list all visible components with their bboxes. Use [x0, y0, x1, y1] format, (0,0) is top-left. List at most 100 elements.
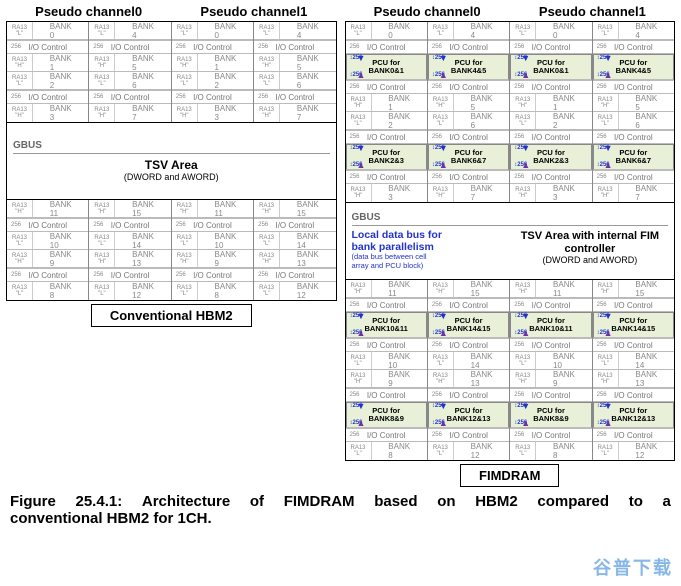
figure-caption: Figure25.4.1:ArchitectureofFIMDRAMbasedo…: [0, 487, 681, 529]
bank-row: RA13"H"BANK13: [593, 370, 674, 388]
io-control: 256I/O Control: [89, 268, 170, 282]
bank-row: RA13"L"BANK6: [428, 112, 509, 130]
caption-word: HBM2: [475, 493, 518, 510]
gbus-label: GBUS: [13, 140, 330, 154]
io-control: 256I/O Control: [593, 428, 674, 442]
row-address-label: RA13"H": [7, 54, 33, 71]
left-bot-half: RA13"H"BANK11256I/O ControlRA13"L"BANK10…: [7, 200, 336, 300]
bank-cell: BANK8: [33, 282, 88, 300]
bank-row: RA13"L"BANK6: [254, 72, 335, 90]
bank-cell: BANK7: [115, 104, 170, 122]
bank-row: RA13"H"BANK1: [172, 54, 253, 72]
label-left: Conventional HBM2: [91, 304, 252, 327]
bank-cell: BANK5: [454, 94, 509, 111]
bank-row: RA13"L"BANK8: [510, 442, 591, 460]
bank-cell: BANK4: [115, 22, 170, 39]
io-control: 256I/O Control: [510, 130, 591, 144]
pcu-block: ↕256▼PCU forBANK10&11↕256▲: [346, 312, 427, 338]
row-address-label: RA13"H": [428, 370, 454, 387]
row-address-label: RA13"H": [593, 94, 619, 111]
caption-word: 25.4.1:: [76, 493, 123, 510]
io-control: 256I/O Control: [593, 388, 674, 402]
io-control: 256I/O Control: [346, 338, 427, 352]
io-control: 256I/O Control: [593, 338, 674, 352]
io-control: 256I/O Control: [510, 428, 591, 442]
left-tsv: GBUS TSV Area (DWORD and AWORD): [7, 122, 336, 200]
bank-row: RA13"H"BANK1: [346, 94, 427, 112]
bank-row: RA13"H"BANK1: [7, 54, 88, 72]
io-control: 256I/O Control: [510, 170, 591, 184]
row-address-label: RA13"L": [510, 112, 536, 129]
right-side: Pseudo channel0 Pseudo channel1 RA13"L"B…: [345, 4, 676, 487]
tsv-sub: (DWORD and AWORD): [13, 172, 330, 182]
bank-cell: BANK11: [198, 200, 253, 217]
bank-cell: BANK7: [454, 184, 509, 202]
row-address-label: RA13"H": [254, 200, 280, 217]
bank-cell: BANK2: [372, 112, 427, 129]
bank-cell: BANK0: [372, 22, 427, 39]
bank-cell: BANK5: [619, 94, 674, 111]
bank-cell: BANK6: [619, 112, 674, 129]
bank-row: RA13"L"BANK14: [428, 352, 509, 370]
row-address-label: RA13"L": [254, 232, 280, 249]
bank-row: RA13"L"BANK14: [593, 352, 674, 370]
bank-cell: BANK15: [454, 280, 509, 297]
bank-cell: BANK1: [372, 94, 427, 111]
row-address-label: RA13"H": [428, 184, 454, 202]
bank-column: RA13"H"BANK15256I/O Control↕256▼PCU forB…: [593, 280, 674, 460]
bank-row: RA13"H"BANK9: [346, 370, 427, 388]
bank-row: RA13"L"BANK12: [89, 282, 170, 300]
bank-cell: BANK8: [372, 442, 427, 460]
bank-row: RA13"L"BANK10: [346, 352, 427, 370]
caption-word: compared: [537, 493, 609, 510]
io-control: 256I/O Control: [254, 218, 335, 232]
bank-cell: BANK10: [33, 232, 88, 249]
bank-cell: BANK2: [33, 72, 88, 89]
bank-cell: BANK4: [454, 22, 509, 39]
bank-row: RA13"H"BANK3: [510, 184, 591, 202]
bank-cell: BANK15: [280, 200, 335, 217]
io-control: 256I/O Control: [428, 130, 509, 144]
row-address-label: RA13"H": [346, 370, 372, 387]
bank-cell: BANK12: [115, 282, 170, 300]
bank-cell: BANK3: [536, 184, 591, 202]
left-box: RA13"L"BANK0256I/O ControlRA13"H"BANK1RA…: [6, 21, 337, 301]
bank-row: RA13"H"BANK7: [593, 184, 674, 202]
bank-cell: BANK4: [619, 22, 674, 39]
row-address-label: RA13"H": [510, 370, 536, 387]
row-address-label: RA13"L": [593, 22, 619, 39]
row-address-label: RA13"H": [510, 184, 536, 202]
caption-word: based: [374, 493, 417, 510]
pcu-block: ↕256▼PCU forBANK10&11↕256▲: [510, 312, 591, 338]
io-control: 256I/O Control: [593, 40, 674, 54]
bank-row: RA13"H"BANK9: [7, 250, 88, 268]
row-address-label: RA13"L": [346, 22, 372, 39]
row-address-label: RA13"H": [7, 200, 33, 217]
bank-row: RA13"L"BANK8: [346, 442, 427, 460]
bank-row: RA13"H"BANK11: [510, 280, 591, 298]
bank-row: RA13"L"BANK8: [172, 282, 253, 300]
bank-cell: BANK15: [115, 200, 170, 217]
bank-column: RA13"L"BANK4256I/O ControlRA13"H"BANK5RA…: [89, 22, 171, 122]
bank-cell: BANK0: [198, 22, 253, 39]
bank-cell: BANK6: [454, 112, 509, 129]
pcu-block: ↕256▼PCU forBANK12&13↕256▲: [428, 402, 509, 428]
caption-line2: conventional HBM2 for 1CH.: [10, 510, 671, 527]
bank-column: RA13"L"BANK4256I/O Control↕256▼PCU forBA…: [428, 22, 510, 202]
bank-cell: BANK9: [198, 250, 253, 267]
row-address-label: RA13"H": [510, 280, 536, 297]
io-control: 256I/O Control: [428, 80, 509, 94]
row-address-label: RA13"L": [7, 232, 33, 249]
bank-column: RA13"H"BANK11256I/O Control↕256▼PCU forB…: [346, 280, 428, 460]
watermark: 谷普下载: [593, 554, 673, 580]
bank-row: RA13"L"BANK0: [510, 22, 591, 40]
pcu-block: ↕256▼PCU forBANK12&13↕256▲: [593, 402, 674, 428]
bank-row: RA13"L"BANK12: [254, 282, 335, 300]
row-address-label: RA13"L": [89, 22, 115, 39]
io-control: 256I/O Control: [7, 90, 88, 104]
io-control: 256I/O Control: [593, 130, 674, 144]
local-bus-text: Local data bus for bank parallelism (dat…: [352, 230, 508, 270]
io-control: 256I/O Control: [7, 268, 88, 282]
bank-cell: BANK10: [372, 352, 427, 369]
row-address-label: RA13"L": [593, 442, 619, 460]
